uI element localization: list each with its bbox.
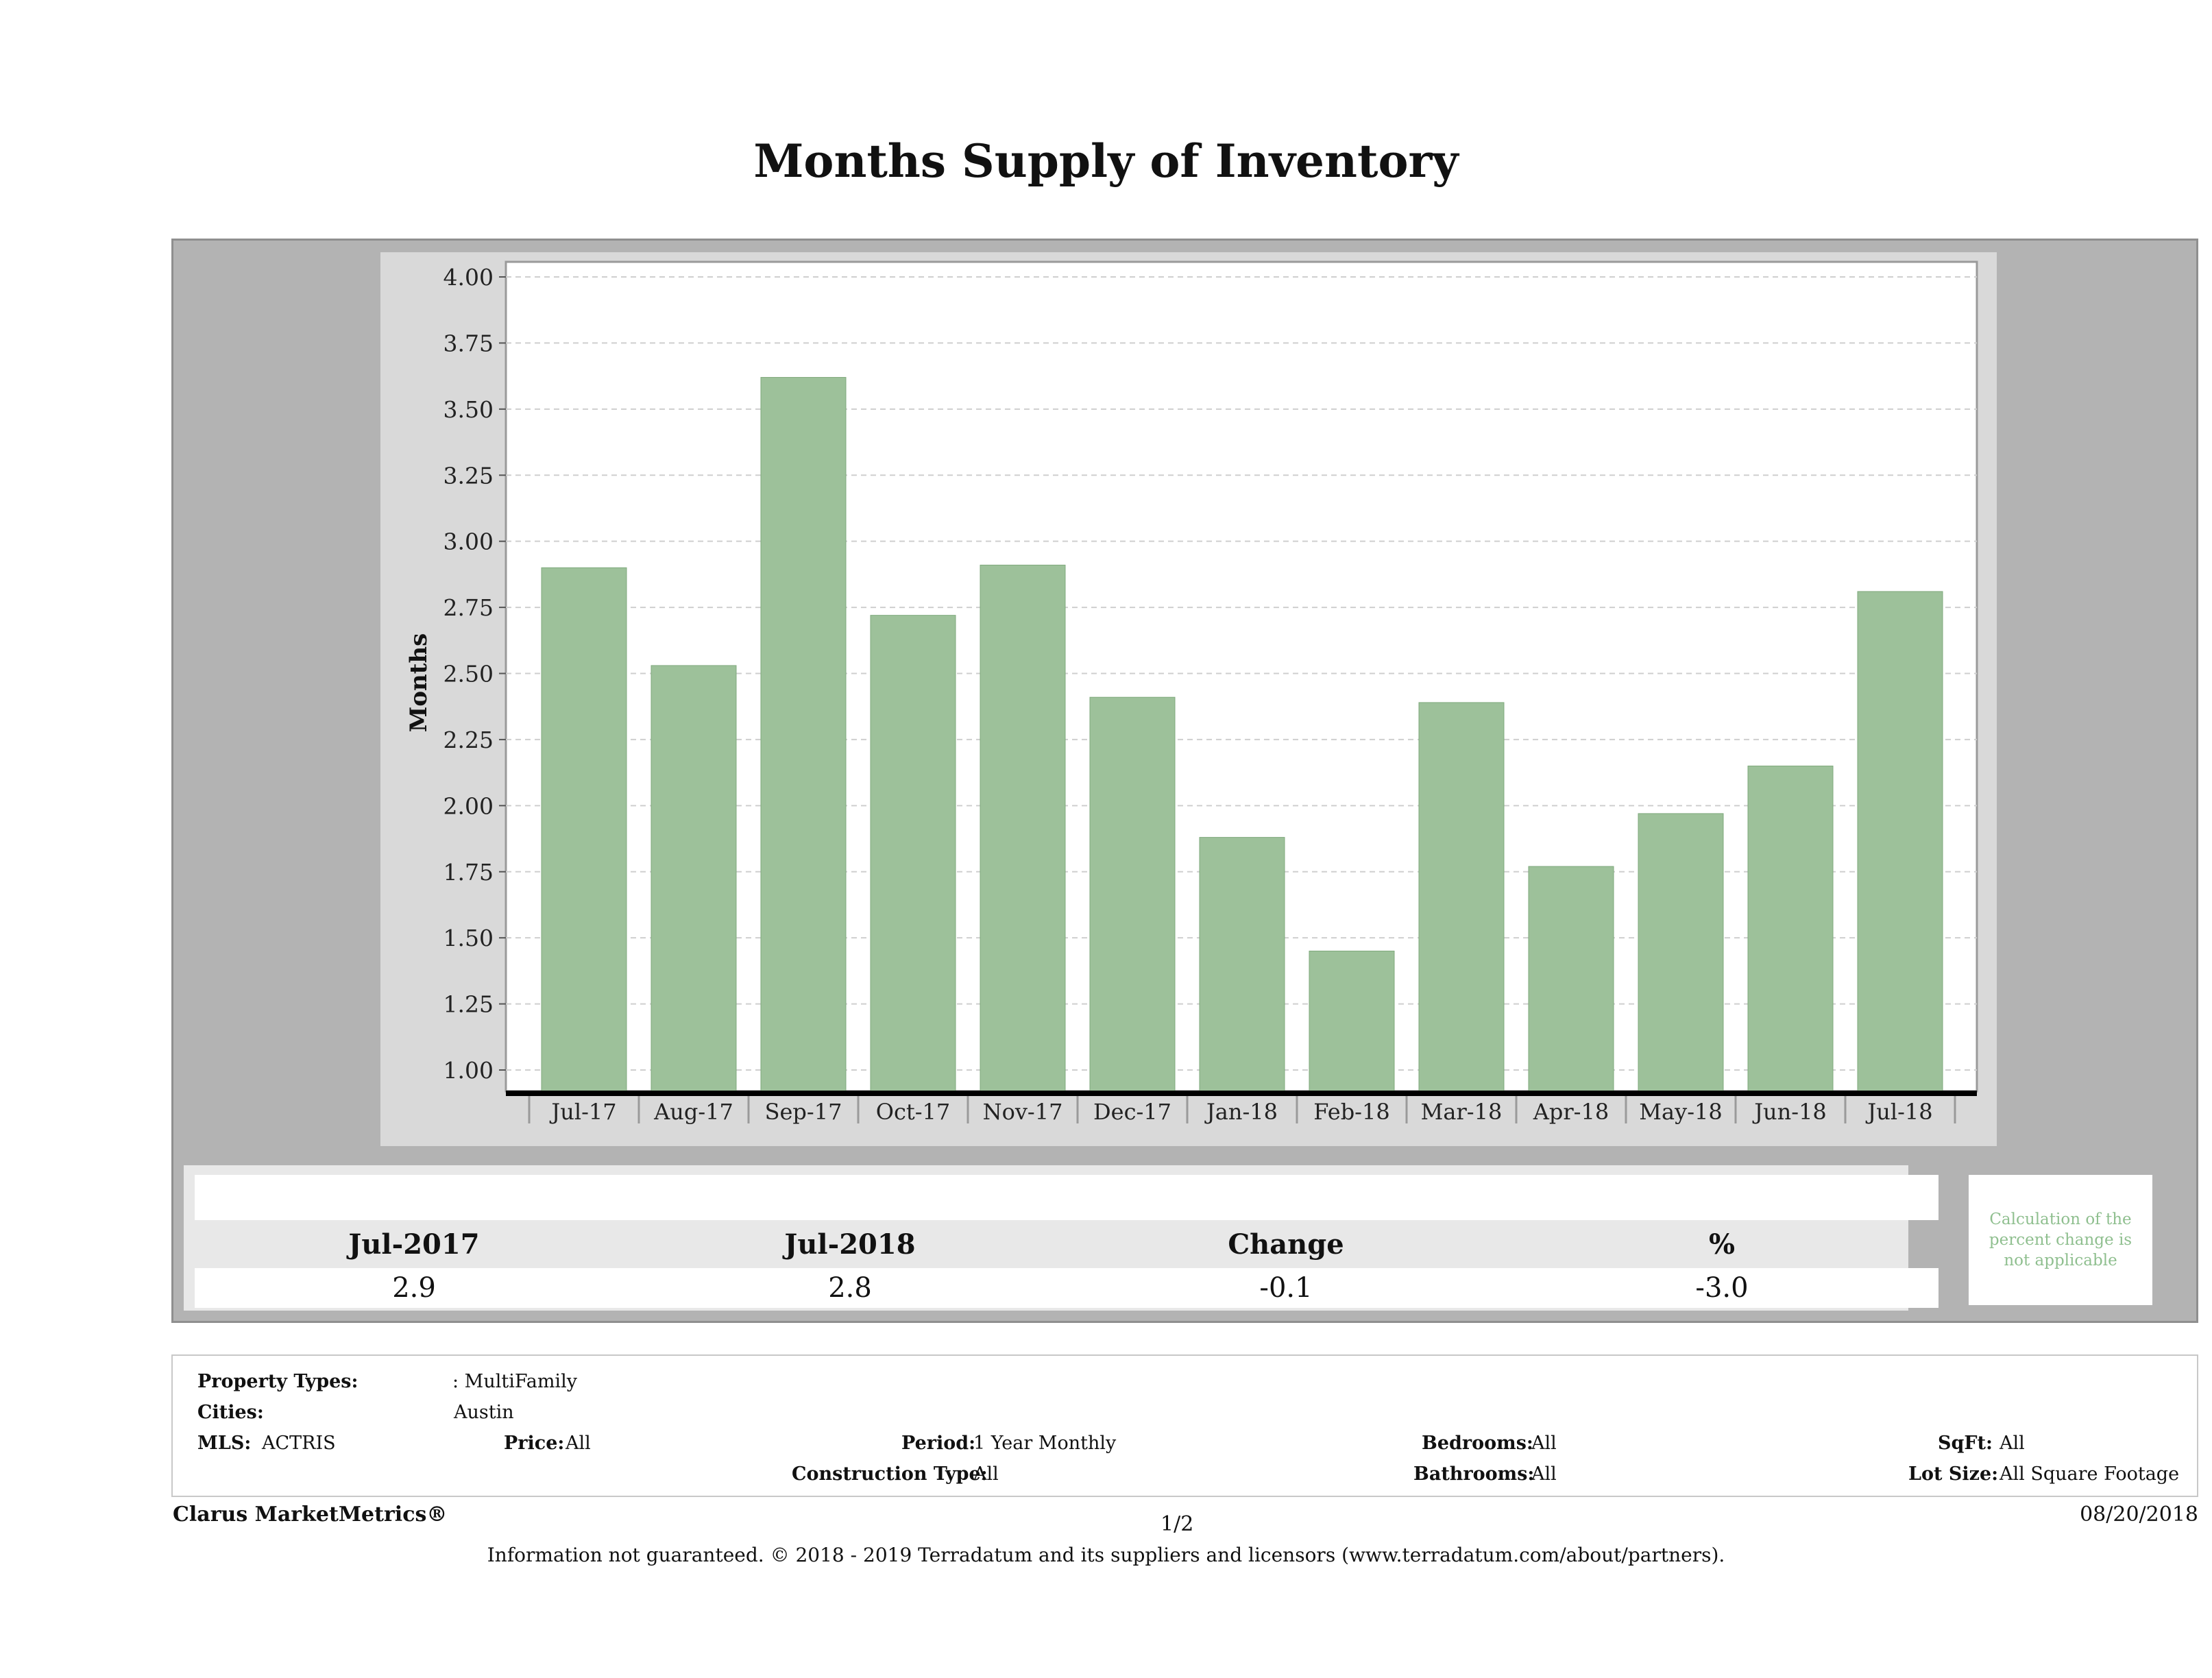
stats-header-change: Change xyxy=(1228,1228,1344,1261)
report-date: 08/20/2018 xyxy=(2080,1503,2198,1527)
y-tick-label: 2.50 xyxy=(443,661,494,688)
x-tick-label: Dec-17 xyxy=(1093,1099,1171,1125)
x-tick-label: Nov-17 xyxy=(983,1099,1063,1125)
sqft-value: All xyxy=(2000,1433,2025,1454)
bars xyxy=(541,377,1943,1094)
cities-label: Cities: xyxy=(197,1402,264,1423)
y-tick-label: 2.00 xyxy=(443,792,494,819)
stats-value-end: 2.8 xyxy=(828,1272,872,1304)
bar xyxy=(1857,591,1943,1094)
x-tick-label: Oct-17 xyxy=(876,1099,951,1125)
percent-note: Calculation of the percent change is not… xyxy=(1969,1175,2152,1305)
bar xyxy=(541,567,627,1094)
y-tick-label: 3.00 xyxy=(443,528,494,555)
bar xyxy=(870,615,956,1094)
bar xyxy=(1638,813,1724,1094)
chart-frame: 1.00 1.25 1.50 1.75 2.00 2.25 2.50 2.75 3.00 3.25… xyxy=(380,252,1997,1146)
x-tick-label: Apr-18 xyxy=(1533,1099,1609,1125)
bathrooms-label: Bathrooms: xyxy=(1413,1463,1535,1485)
bedrooms-label: Bedrooms: xyxy=(1422,1433,1533,1454)
x-tick-label: Jul-17 xyxy=(549,1099,616,1125)
stats-header-end: Jul-2018 xyxy=(784,1228,916,1261)
bar xyxy=(760,377,847,1094)
x-tick-label: Jan-18 xyxy=(1204,1099,1278,1125)
property-types-label: Property Types: xyxy=(197,1371,358,1392)
bar xyxy=(1199,837,1285,1094)
y-tick-label: 3.75 xyxy=(443,330,494,356)
period-label: Period: xyxy=(901,1433,976,1454)
bar-chart: 1.00 1.25 1.50 1.75 2.00 2.25 2.50 2.75 3.00 3.25… xyxy=(405,260,1978,1125)
mls-value: ACTRIS xyxy=(262,1433,336,1454)
y-tick-label: 1.25 xyxy=(443,991,494,1018)
construction-type-label: Construction Type: xyxy=(792,1463,988,1485)
bar xyxy=(1747,765,1834,1094)
period-value: 1 Year Monthly xyxy=(973,1433,1117,1454)
percent-note-text: Calculation of the percent change is not… xyxy=(1989,1211,2132,1269)
lot-size-value: All Square Footage xyxy=(2000,1463,2180,1485)
stats-value-change: -0.1 xyxy=(1259,1272,1313,1304)
y-tick-label: 3.50 xyxy=(443,396,494,423)
stats-header-start: Jul-2017 xyxy=(348,1228,480,1261)
grid-lines xyxy=(506,276,1977,1071)
page-number: 1/2 xyxy=(1160,1512,1194,1536)
y-tick-label: 1.00 xyxy=(443,1057,494,1084)
y-tick-label: 1.50 xyxy=(443,925,494,951)
bar xyxy=(1089,696,1176,1094)
brand-name: Clarus MarketMetrics® xyxy=(173,1503,448,1527)
disclaimer: Information not guaranteed. © 2018 - 201… xyxy=(487,1544,1725,1566)
bar xyxy=(1309,950,1395,1094)
x-axis-ticks: Jul-17 Aug-17 Sep-17 Oct-17 Nov-17 Dec-17 Jan-… xyxy=(528,1096,1956,1125)
x-tick-label: Aug-17 xyxy=(653,1099,733,1125)
bar xyxy=(980,564,1066,1094)
y-axis-label: Months xyxy=(405,633,433,733)
stats-header-percent: % xyxy=(1708,1228,1735,1261)
search-criteria: Property Types: : MultiFamily Cities: Au… xyxy=(171,1354,2198,1497)
stats-value-row: 2.9 2.8 -0.1 -3.0 xyxy=(195,1268,1938,1308)
stats-value-start: 2.9 xyxy=(392,1272,436,1304)
y-tick-label: 3.25 xyxy=(443,462,494,489)
sqft-label: SqFt: xyxy=(1938,1433,1993,1454)
mls-label: MLS: xyxy=(197,1433,252,1454)
bar xyxy=(1418,702,1505,1094)
y-tick-label: 1.75 xyxy=(443,859,494,886)
x-tick-label: Jul-18 xyxy=(1865,1099,1932,1125)
y-tick-label: 2.75 xyxy=(443,594,494,621)
y-tick-label: 2.25 xyxy=(443,727,494,753)
y-tick-label: 4.00 xyxy=(443,264,494,291)
price-label: Price: xyxy=(504,1433,565,1454)
bedrooms-value: All xyxy=(1531,1433,1557,1454)
y-axis-ticks: 1.00 1.25 1.50 1.75 2.00 2.25 2.50 2.75 3.00 3.25… xyxy=(443,264,506,1084)
bar xyxy=(1528,866,1614,1094)
page-title: Months Supply of Inventory xyxy=(753,134,1459,188)
construction-type-value: All xyxy=(973,1463,999,1485)
stats-value-percent: -3.0 xyxy=(1695,1272,1749,1304)
bathrooms-value: All xyxy=(1531,1463,1557,1485)
x-tick-label: Feb-18 xyxy=(1313,1099,1389,1125)
x-tick-label: Sep-17 xyxy=(765,1099,842,1125)
cities-value: Austin xyxy=(454,1402,514,1423)
stats-header-row: Jul-2017 Jul-2018 Change % xyxy=(195,1224,1938,1265)
lot-size-label: Lot Size: xyxy=(1908,1463,1999,1485)
property-types-value: : MultiFamily xyxy=(452,1371,577,1392)
x-tick-label: Mar-18 xyxy=(1421,1099,1503,1125)
price-value: All xyxy=(566,1433,591,1454)
stats-blank-row xyxy=(195,1175,1938,1220)
x-tick-label: Jun-18 xyxy=(1752,1099,1827,1125)
x-tick-label: May-18 xyxy=(1639,1099,1722,1125)
bar xyxy=(651,665,737,1094)
